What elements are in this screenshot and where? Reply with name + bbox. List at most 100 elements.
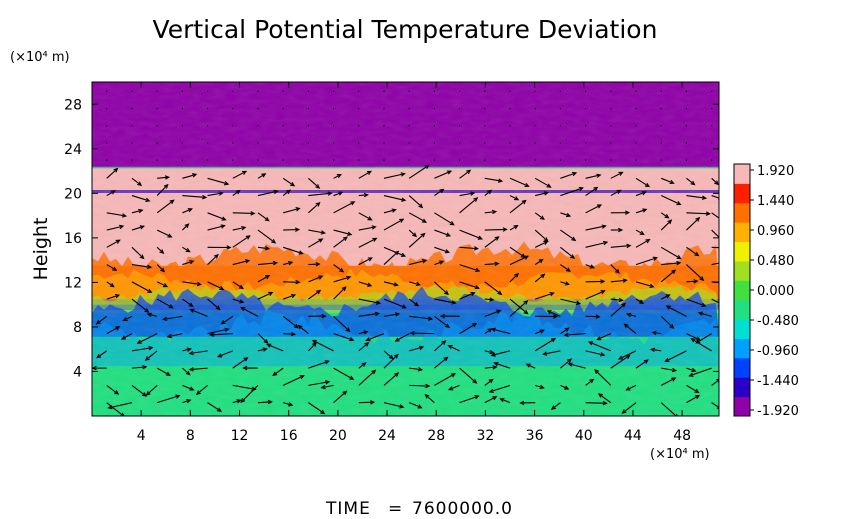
wind-arrow (166, 333, 183, 339)
wind-arrow (162, 315, 183, 322)
wind-arrow (560, 298, 582, 306)
wind-arrow (240, 384, 259, 403)
y-unit-label: (×10⁴ m) (10, 50, 70, 65)
wind-arrow (534, 212, 545, 220)
wind-arrow (283, 402, 294, 407)
wind-arrow (358, 281, 373, 287)
wind-arrow (266, 343, 284, 352)
wind-arrow (358, 330, 369, 335)
wind-arrow (484, 209, 498, 215)
wind-arrow (686, 394, 701, 404)
wind-arrow (333, 275, 352, 283)
wind-arrow (686, 264, 705, 282)
x-tick-label: 36 (526, 428, 544, 444)
wind-arrow (447, 345, 460, 352)
wind-arrow (156, 281, 169, 288)
wind-arrow (408, 229, 418, 238)
colorbar-swatch (734, 202, 750, 223)
wind-arrow (156, 394, 181, 404)
wind-arrow (409, 259, 428, 266)
wind-arrow (358, 341, 370, 352)
wind-arrow (661, 177, 675, 185)
wind-arrow (567, 362, 586, 369)
wind-arrow (560, 229, 577, 242)
wind-arrow (610, 243, 632, 249)
wind-arrow (220, 315, 234, 325)
colorbar-swatch (734, 260, 750, 281)
wind-arrow (333, 236, 348, 248)
wind-arrow (610, 189, 622, 197)
wind-arrow (232, 235, 251, 248)
wind-arrow (711, 246, 719, 249)
colorbar-swatch (734, 396, 750, 417)
wind-arrow (610, 210, 631, 215)
wind-arrow (106, 325, 121, 335)
wind-arrow (383, 246, 407, 257)
wind-arrow (131, 281, 153, 293)
x-tick-label: 44 (624, 428, 642, 444)
wind-arrow (156, 246, 165, 255)
wind-arrow (434, 298, 457, 305)
wind-arrow (333, 315, 351, 333)
wind-arrow (660, 212, 670, 219)
wind-arrow (383, 208, 397, 214)
wind-arrow (333, 333, 355, 342)
wind-arrow (95, 315, 108, 325)
wind-arrow (217, 350, 233, 358)
colorbar-swatch (734, 241, 750, 262)
wind-arrow (560, 384, 570, 390)
wind-arrow (409, 281, 422, 287)
wind-arrow (686, 384, 700, 394)
colorbar-tick-label: 0.480 (757, 254, 794, 269)
wind-arrow (660, 195, 682, 206)
wind-arrow (409, 345, 425, 352)
wind-arrow (686, 195, 708, 200)
wind-arrow (257, 229, 277, 244)
wind-arrow (283, 207, 301, 214)
wind-arrow (434, 340, 447, 352)
wind-arrow (358, 400, 376, 405)
wind-arrow (157, 175, 171, 180)
wind-arrow (182, 399, 192, 404)
colorbar-tick-label: -0.960 (757, 344, 799, 359)
wind-arrow (409, 330, 435, 336)
wind-arrow (207, 245, 232, 250)
wind-arrow (207, 177, 230, 186)
wind-arrow (358, 257, 373, 266)
wind-arrow (499, 397, 511, 404)
colorbar-swatch (734, 377, 750, 398)
wind-arrow (660, 269, 677, 283)
wind-arrow (131, 384, 147, 397)
wind-arrow (610, 264, 620, 274)
wind-arrow (490, 350, 511, 357)
wind-arrow (358, 170, 373, 179)
wind-arrow (459, 367, 478, 384)
wind-arrow (333, 174, 342, 179)
wind-arrow (308, 380, 331, 386)
wind-arrow (282, 177, 296, 187)
wind-arrow (550, 402, 561, 410)
wind-arrow (358, 192, 369, 198)
wind-arrow (484, 236, 500, 248)
wind-arrow (585, 173, 602, 179)
wind-arrow (131, 195, 151, 203)
wind-arrow (459, 229, 483, 240)
wind-arrow (283, 227, 301, 232)
colorbar-swatch (734, 280, 750, 301)
wind-arrow (563, 332, 586, 338)
wind-arrow (209, 332, 233, 337)
wind-arrow (459, 264, 481, 273)
wind-arrow (409, 315, 434, 321)
colorbar-swatch (734, 319, 750, 339)
wind-arrow (156, 199, 175, 214)
wind-arrow (686, 211, 711, 216)
wind-arrow (535, 291, 555, 300)
wind-arrow (308, 229, 326, 235)
colorbar-swatch (734, 222, 750, 243)
wind-arrow (560, 186, 584, 197)
wind-arrow (232, 357, 249, 369)
wind-arrow (686, 367, 697, 373)
wind-arrow (145, 384, 158, 396)
wind-arrow (651, 330, 662, 336)
